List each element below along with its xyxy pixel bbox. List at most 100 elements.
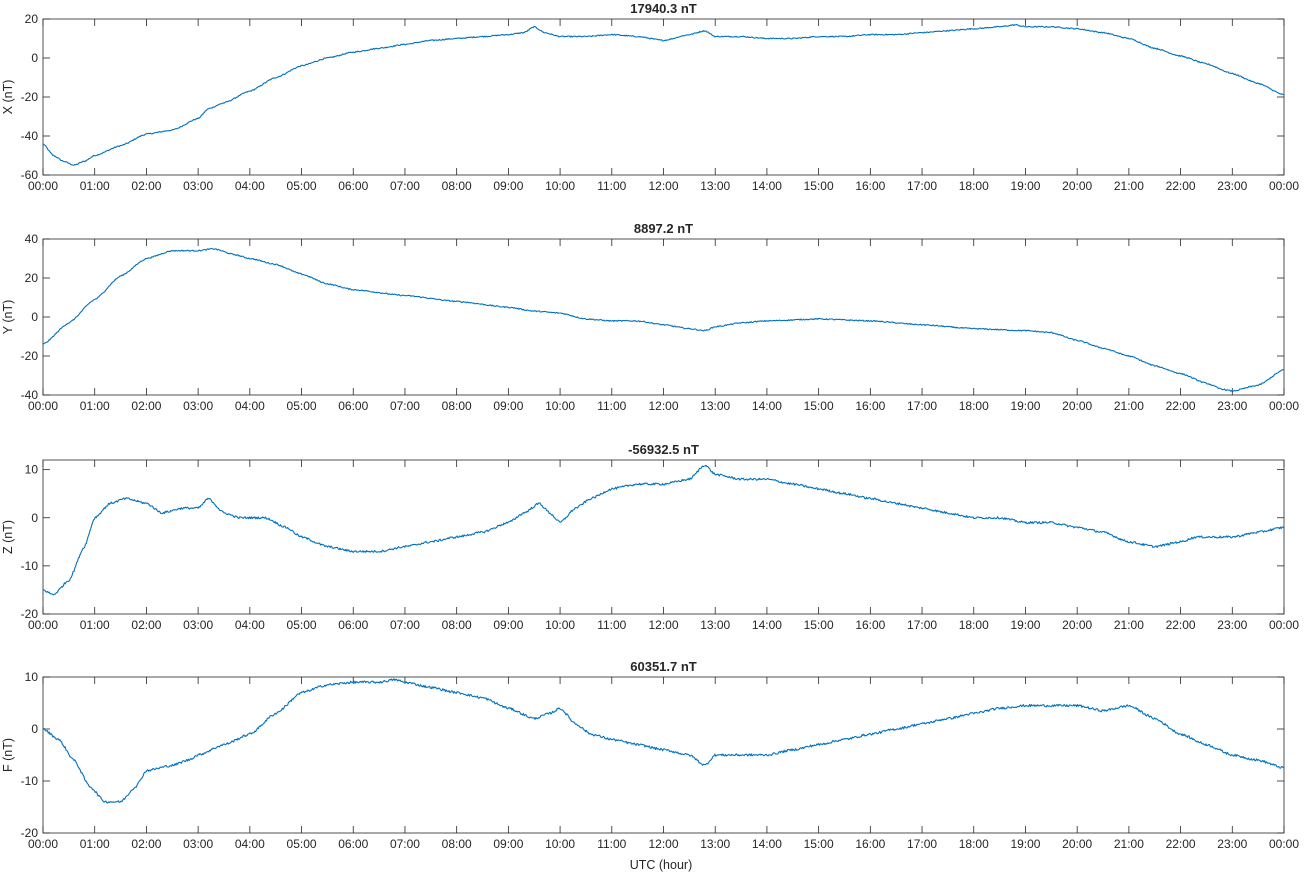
x-tick-label: 03:00 <box>183 618 213 632</box>
x-tick-label: 02:00 <box>131 179 161 193</box>
x-tick-label: 19:00 <box>1010 399 1040 413</box>
x-tick-label: 08:00 <box>442 399 472 413</box>
y-tick-label: 20 <box>25 271 39 285</box>
y-tick-label: 10 <box>25 463 39 477</box>
panel-f: 00:00 01:00 02:00 03:00 04:00 05:00 06:00 07:00… <box>1 659 1299 851</box>
x-tick-label: 00:00 <box>28 618 58 632</box>
x-tick-label: 00:00 <box>1269 837 1299 851</box>
y-tick-label: 0 <box>31 722 38 736</box>
x-tick-label: 13:00 <box>700 179 730 193</box>
x-tick-label: 18:00 <box>959 618 989 632</box>
x-tick-label: 19:00 <box>1010 179 1040 193</box>
x-tick-label: 13:00 <box>700 618 730 632</box>
x-tick-label: 20:00 <box>1062 837 1092 851</box>
x-tick-label: 22:00 <box>1166 618 1196 632</box>
x-tick-label: 21:00 <box>1114 837 1144 851</box>
x-tick-label: 12:00 <box>648 837 678 851</box>
x-tick-label: 00:00 <box>28 399 58 413</box>
x-tick-label: 10:00 <box>545 618 575 632</box>
x-tick-label: 02:00 <box>131 399 161 413</box>
panel-title: -56932.5 nT <box>628 442 699 457</box>
x-tick-label: 19:00 <box>1010 618 1040 632</box>
x-tick-label: 12:00 <box>648 618 678 632</box>
x-tick-label: 12:00 <box>648 179 678 193</box>
x-tick-label: 10:00 <box>545 179 575 193</box>
x-tick-label: 04:00 <box>235 837 265 851</box>
x-tick-label: 14:00 <box>752 399 782 413</box>
x-tick-label: 12:00 <box>648 399 678 413</box>
x-tick-label: 01:00 <box>80 399 110 413</box>
x-tick-label: 05:00 <box>287 837 317 851</box>
x-tick-label: 00:00 <box>28 837 58 851</box>
x-tick-label: 14:00 <box>752 179 782 193</box>
x-tick-label: 09:00 <box>493 179 523 193</box>
x-tick-label: 17:00 <box>907 399 937 413</box>
series-line <box>42 678 1285 804</box>
x-tick-label: 07:00 <box>390 179 420 193</box>
x-tick-label: 21:00 <box>1114 399 1144 413</box>
x-tick-label: 08:00 <box>442 179 472 193</box>
x-tick-label: 22:00 <box>1166 179 1196 193</box>
x-tick-label: 09:00 <box>493 399 523 413</box>
x-tick-label: 16:00 <box>855 399 885 413</box>
x-tick-label: 17:00 <box>907 179 937 193</box>
x-tick-label: 06:00 <box>338 179 368 193</box>
x-tick-label: 21:00 <box>1114 179 1144 193</box>
x-tick-label: 00:00 <box>1269 179 1299 193</box>
x-tick-label: 00:00 <box>1269 618 1299 632</box>
x-tick-label: 19:00 <box>1010 837 1040 851</box>
x-tick-label: 23:00 <box>1217 179 1247 193</box>
x-tick-label: 17:00 <box>907 618 937 632</box>
y-tick-label: -10 <box>21 774 39 788</box>
x-tick-label: 11:00 <box>597 837 626 851</box>
plot-area <box>42 676 1285 834</box>
x-tick-label: 03:00 <box>183 837 213 851</box>
x-tick-label: 18:00 <box>959 837 989 851</box>
x-tick-label: 00:00 <box>1269 399 1299 413</box>
panel-y: 00:00 01:00 02:00 03:00 04:00 05:00 06:00 07:00… <box>1 221 1299 413</box>
x-tick-label: 06:00 <box>338 837 368 851</box>
x-tick-label: 00:00 <box>28 179 58 193</box>
plot-area <box>42 459 1285 615</box>
x-tick-label: 13:00 <box>700 837 730 851</box>
x-tick-label: 07:00 <box>390 618 420 632</box>
y-tick-label: 0 <box>31 51 38 65</box>
y-tick-label: 10 <box>25 670 39 684</box>
x-tick-label: 14:00 <box>752 618 782 632</box>
x-tick-label: 09:00 <box>493 618 523 632</box>
x-tick-label: 05:00 <box>287 179 317 193</box>
x-tick-label: 07:00 <box>390 399 420 413</box>
x-tick-label: 10:00 <box>545 399 575 413</box>
x-tick-label: 13:00 <box>700 399 730 413</box>
panels: 00:00 01:00 02:00 03:00 04:00 05:00 06:00 07:00… <box>1 1 1299 851</box>
x-tick-label: 11:00 <box>597 399 626 413</box>
x-tick-label: 09:00 <box>493 837 523 851</box>
y-tick-label: -10 <box>21 559 39 573</box>
x-tick-label: 15:00 <box>804 618 834 632</box>
x-tick-label: 04:00 <box>235 618 265 632</box>
plot-area <box>42 238 1285 396</box>
x-tick-label: 21:00 <box>1114 618 1144 632</box>
x-tick-label: 04:00 <box>235 179 265 193</box>
x-tick-label: 16:00 <box>855 179 885 193</box>
x-tick-label: 17:00 <box>907 837 937 851</box>
y-tick-label: -20 <box>21 90 39 104</box>
x-tick-label: 22:00 <box>1166 399 1196 413</box>
x-tick-label: 14:00 <box>752 837 782 851</box>
x-tick-label: 15:00 <box>804 399 834 413</box>
panel-x: 00:00 01:00 02:00 03:00 04:00 05:00 06:00 07:00… <box>1 1 1299 193</box>
x-tick-label: 07:00 <box>390 837 420 851</box>
panel-title: 17940.3 nT <box>630 1 697 16</box>
series-line <box>42 24 1285 166</box>
x-tick-label: 22:00 <box>1166 837 1196 851</box>
y-tick-label: -60 <box>21 168 39 182</box>
x-tick-label: 02:00 <box>131 618 161 632</box>
x-tick-label: 20:00 <box>1062 399 1092 413</box>
x-tick-label: 02:00 <box>131 837 161 851</box>
y-tick-label: 0 <box>31 511 38 525</box>
x-tick-label: 20:00 <box>1062 179 1092 193</box>
panel-title: 60351.7 nT <box>630 659 697 674</box>
x-tick-label: 23:00 <box>1217 837 1247 851</box>
x-tick-label: 08:00 <box>442 837 472 851</box>
y-tick-label: 20 <box>25 12 39 26</box>
